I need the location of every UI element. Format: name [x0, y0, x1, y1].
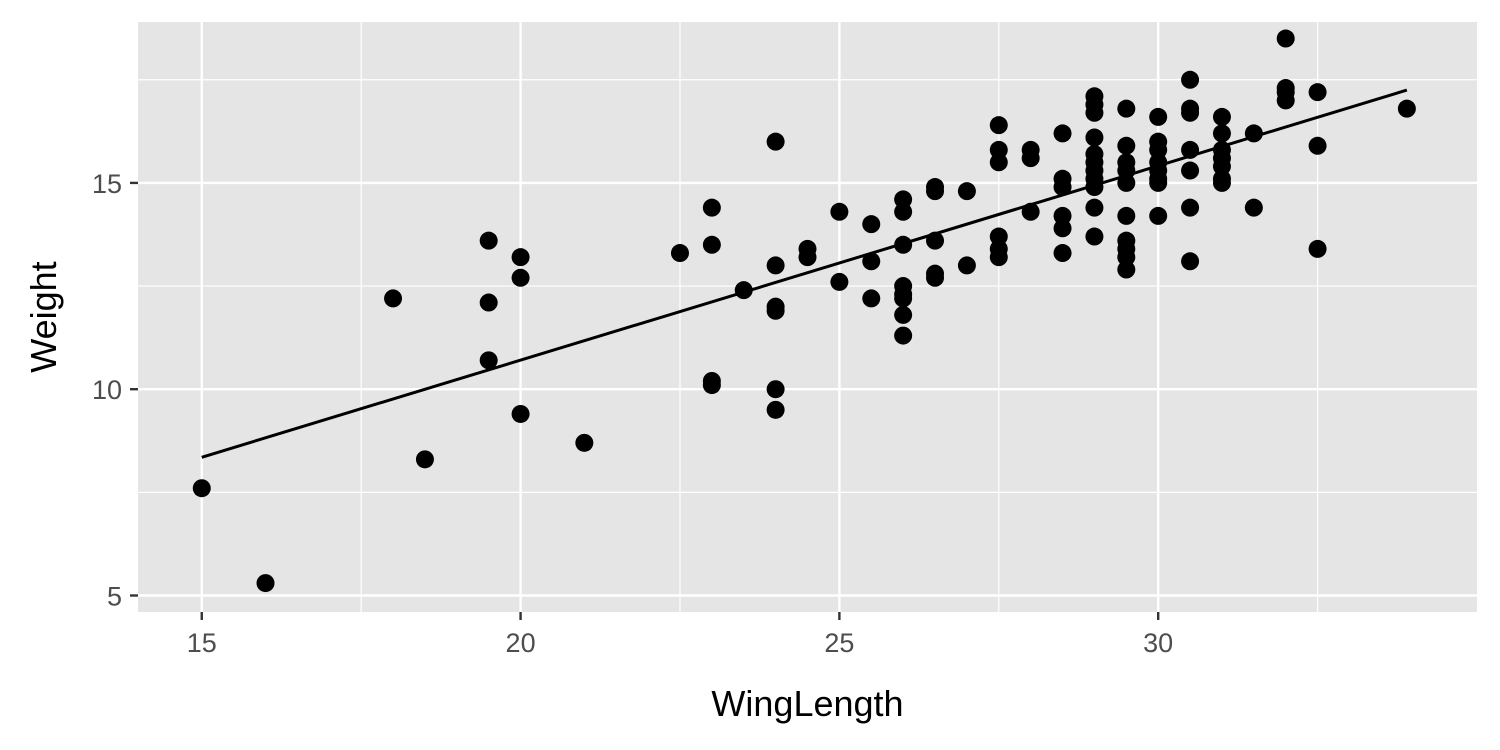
data-point — [1149, 107, 1168, 126]
data-points — [192, 29, 1416, 593]
data-point — [1181, 252, 1200, 271]
data-point — [766, 256, 785, 275]
data-point — [192, 479, 211, 498]
data-point — [894, 190, 913, 209]
data-point — [1308, 136, 1327, 155]
data-point — [1244, 198, 1263, 217]
data-point — [479, 231, 498, 250]
y-tick-label: 15 — [92, 169, 122, 199]
data-point — [926, 268, 945, 287]
data-point — [1021, 149, 1040, 168]
data-point — [894, 326, 913, 345]
plot-panel — [138, 22, 1477, 612]
data-point — [702, 376, 721, 395]
data-point — [1149, 140, 1168, 159]
data-point — [1181, 70, 1200, 89]
data-point — [1085, 128, 1104, 147]
data-point — [862, 289, 881, 308]
data-point — [511, 268, 530, 287]
data-point — [957, 256, 976, 275]
data-point — [1149, 206, 1168, 225]
x-tick-label: 30 — [1143, 628, 1173, 658]
data-point — [1212, 107, 1231, 126]
data-point — [1308, 83, 1327, 102]
data-point — [670, 244, 689, 263]
data-point — [415, 450, 434, 469]
data-point — [1053, 244, 1072, 263]
x-tick-label: 25 — [824, 628, 854, 658]
data-point — [989, 153, 1008, 172]
axis-ticks — [130, 181, 1160, 620]
data-point — [798, 248, 817, 267]
data-point — [1117, 136, 1136, 155]
data-point — [1085, 198, 1104, 217]
data-point — [1276, 91, 1295, 110]
data-point — [511, 248, 530, 267]
data-point — [1053, 219, 1072, 238]
data-point — [479, 351, 498, 370]
data-point — [989, 248, 1008, 267]
data-point — [894, 305, 913, 324]
data-point — [862, 215, 881, 234]
axis-tick-labels: 15 20 25 30 5 10 15 — [92, 169, 1173, 658]
data-point — [479, 293, 498, 312]
data-point — [384, 289, 403, 308]
data-point — [1117, 99, 1136, 118]
data-point — [1085, 227, 1104, 246]
data-point — [957, 182, 976, 201]
data-point — [1212, 124, 1231, 143]
data-point — [989, 140, 1008, 159]
data-point — [1181, 198, 1200, 217]
data-point — [1397, 99, 1416, 118]
data-point — [766, 380, 785, 399]
data-point — [894, 202, 913, 221]
y-axis-title: Weight — [23, 261, 64, 372]
x-tick-label: 15 — [187, 628, 217, 658]
x-axis-title: WingLength — [711, 683, 903, 724]
data-point — [830, 272, 849, 291]
data-point — [1212, 173, 1231, 192]
data-point — [989, 227, 1008, 246]
data-point — [1053, 124, 1072, 143]
data-point — [766, 400, 785, 419]
data-point — [1053, 178, 1072, 197]
data-point — [575, 433, 594, 452]
data-point — [1117, 248, 1136, 267]
data-point — [1053, 206, 1072, 225]
data-point — [702, 198, 721, 217]
data-point — [1181, 161, 1200, 180]
y-tick-label: 5 — [107, 581, 122, 611]
data-point — [830, 202, 849, 221]
data-point — [1085, 103, 1104, 122]
data-point — [989, 116, 1008, 135]
data-point — [1308, 239, 1327, 258]
data-point — [1117, 260, 1136, 279]
data-point — [1181, 103, 1200, 122]
data-point — [1276, 29, 1295, 48]
trend-line — [201, 88, 1408, 459]
data-point — [766, 301, 785, 320]
x-tick-label: 20 — [506, 628, 536, 658]
data-point — [1212, 157, 1231, 176]
data-point — [894, 289, 913, 308]
y-tick-label: 10 — [92, 375, 122, 405]
data-point — [256, 574, 275, 593]
data-point — [1149, 173, 1168, 192]
data-point — [702, 235, 721, 254]
data-point — [926, 182, 945, 201]
data-point — [1117, 206, 1136, 225]
data-point — [862, 252, 881, 271]
data-point — [766, 132, 785, 151]
data-point — [511, 404, 530, 423]
